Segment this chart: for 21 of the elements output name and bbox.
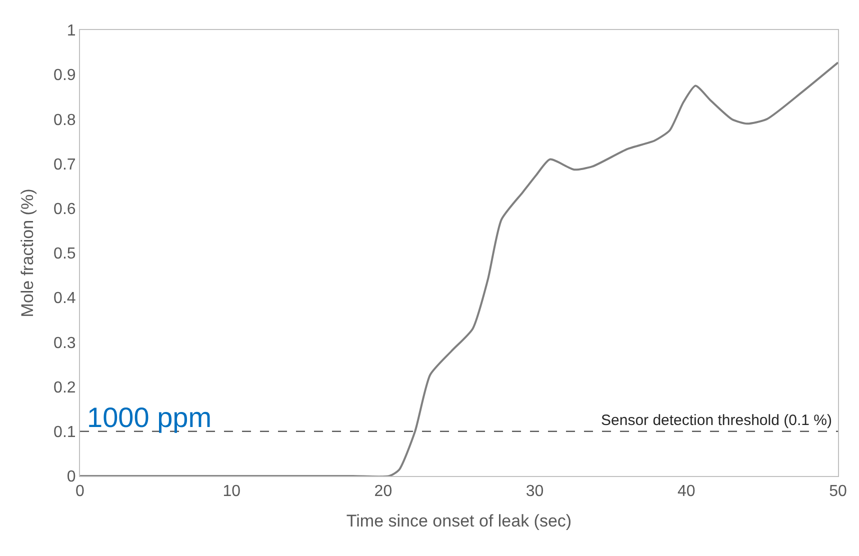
y-axis-title: Mole fraction (%) — [18, 188, 38, 318]
y-tick-label: 0.2 — [54, 379, 76, 396]
y-tick-label: 0.9 — [54, 67, 76, 84]
y-tick-label: 0.7 — [54, 156, 76, 174]
y-tick-label: 0.5 — [54, 246, 76, 263]
annotation: 1000 ppm — [87, 402, 212, 433]
x-tick-label: 30 — [526, 483, 544, 500]
x-tick-label: 50 — [829, 483, 847, 500]
x-tick-label: 20 — [374, 483, 392, 500]
x-axis-title: Time since onset of leak (sec) — [346, 512, 572, 531]
ref-line-label: Sensor detection threshold (0.1 %) — [601, 412, 832, 429]
y-tick-label: 0 — [66, 468, 76, 486]
x-tick-label: 40 — [678, 483, 696, 500]
y-tick-label: 0.8 — [54, 112, 76, 129]
y-tick-label: 1 — [66, 22, 76, 40]
y-tick-label: 0.3 — [54, 334, 76, 352]
x-tick-label: 10 — [222, 483, 241, 500]
line-series — [80, 62, 838, 476]
y-tick-label: 0.6 — [54, 201, 76, 218]
y-tick-label: 0.1 — [54, 424, 76, 441]
y-tick-label: 0.4 — [54, 290, 76, 308]
